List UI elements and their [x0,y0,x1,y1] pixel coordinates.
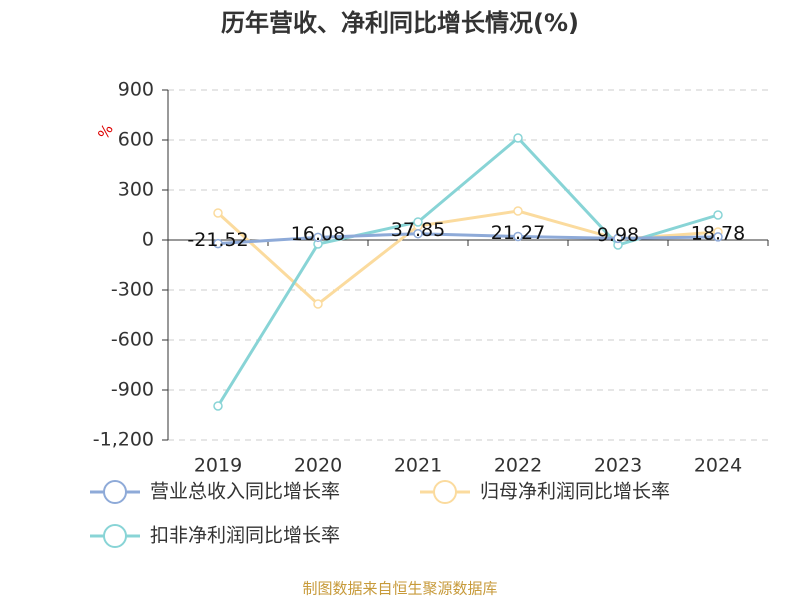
point [513,231,523,242]
legend-marker [103,524,127,548]
y-tick-label: -1,200 [93,429,154,451]
point [513,133,523,143]
series-line [216,135,719,407]
y-tick-label: -600 [111,329,154,351]
point [313,299,323,309]
y-tick-label: 0 [142,229,154,251]
y-tick-label: 300 [118,179,154,201]
x-tick-label: 2024 [694,455,742,477]
y-tick-label: 900 [118,79,154,101]
point [713,232,723,242]
point [213,401,223,411]
x-tick-label: 2022 [494,455,542,477]
point [213,238,223,249]
source: 制图数据来自恒生聚源数据库 [302,580,497,598]
chart-title: 历年营收、净利同比增长情况(%) [221,9,579,37]
y-tick-label: 600 [118,129,154,151]
legend-label: 归母净利润同比增长率 [480,481,670,503]
point [413,228,423,239]
data-label: 16.08 [291,223,345,245]
data-label: 21.27 [491,222,545,244]
unit-label: % [94,121,117,142]
point [313,232,323,243]
point [413,217,423,227]
point [213,208,223,218]
point [513,206,523,216]
point [713,210,723,220]
point [613,233,623,244]
x-tick-label: 2019 [194,455,242,477]
series-line [217,232,719,246]
legend-marker [433,480,457,504]
legend-label: 营业总收入同比增长率 [150,481,340,503]
legend-label: 扣非净利润同比增长率 [150,525,340,547]
y-tick-label: -900 [111,379,154,401]
data-label: 18.78 [691,222,745,244]
data-label: -21.52 [187,229,248,251]
data-label: 9.98 [597,224,639,246]
y-tick-label: -300 [111,279,154,301]
x-tick-label: 2021 [394,455,442,477]
x-tick-label: 2020 [294,455,342,477]
x-tick-label: 2023 [594,455,642,477]
legend-marker [103,480,127,504]
data-label: 37.85 [391,219,445,241]
